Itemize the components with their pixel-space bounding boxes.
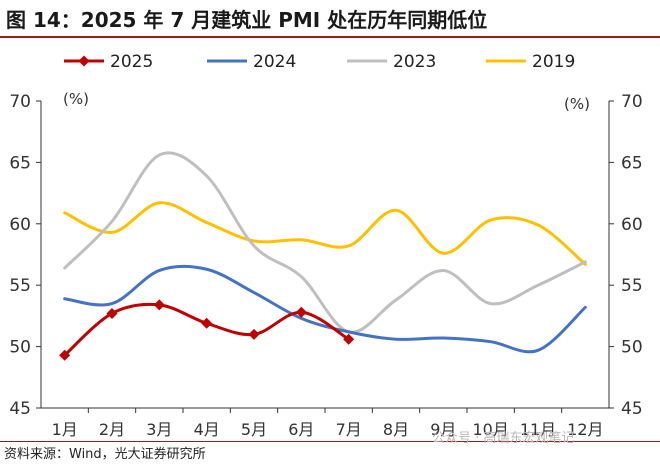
x-tick-label: 2月	[99, 420, 125, 439]
series-lines	[63, 151, 587, 357]
y-tick-label-right: 45	[621, 399, 643, 419]
data-point-2025	[153, 299, 165, 311]
x-tick-label: 4月	[194, 420, 220, 439]
title-divider	[0, 36, 660, 38]
data-point-2025	[295, 306, 307, 318]
data-point-2025	[248, 328, 260, 340]
source-note: 资料来源：Wind，光大证券研究所	[4, 447, 206, 462]
series-line-2024	[63, 264, 587, 354]
x-tick-label: 7月	[336, 420, 362, 439]
x-tick-label: 1月	[52, 420, 78, 439]
y-tick-label-right: 55	[621, 276, 643, 296]
y-tick-label-left: 60	[9, 215, 31, 235]
x-tick-label: 8月	[383, 420, 409, 439]
x-tick-label: 5月	[241, 420, 267, 439]
legend-label-2019: 2019	[532, 52, 575, 72]
y-tick-label-left: 55	[9, 276, 31, 296]
watermark: 公众号 · 高瑞东宏观笔记	[432, 431, 575, 446]
x-tick-label: 12月	[567, 420, 603, 439]
legend-label-2023: 2023	[393, 52, 436, 72]
y-tick-label-right: 50	[621, 338, 643, 358]
x-tick-label: 11月	[520, 420, 556, 439]
chart-title: 图 14：2025 年 7 月建筑业 PMI 处在历年同期低位	[6, 8, 488, 32]
data-point-2025	[106, 307, 118, 319]
legend-marker-2025	[78, 55, 90, 67]
y-axis-unit-right: (%)	[564, 95, 590, 113]
y-tick-label-right: 65	[621, 153, 643, 173]
axes: 45 45 50 50 55 55 60 60 65 65 70 70 (%) (%) 1月 2月 3月 4月 5月…	[9, 90, 642, 439]
y-tick-label-right: 60	[621, 215, 643, 235]
series-line-2019	[63, 201, 587, 266]
x-tick-label: 10月	[472, 420, 508, 439]
series-markers	[59, 299, 355, 361]
legend: 2025 2024 2023 2019	[64, 52, 575, 72]
legend-label-2025: 2025	[110, 52, 153, 72]
y-tick-label-left: 50	[9, 338, 31, 358]
series-line-2023	[63, 151, 587, 334]
data-point-2025	[201, 317, 213, 329]
x-tick-label: 9月	[430, 420, 456, 439]
footer-divider	[0, 441, 660, 442]
y-tick-label-left: 70	[9, 92, 31, 112]
y-tick-label-right: 70	[621, 92, 643, 112]
data-point-2025	[343, 333, 355, 345]
y-tick-label-left: 45	[9, 399, 31, 419]
x-tick-label: 3月	[146, 420, 172, 439]
x-tick-label: 6月	[288, 420, 314, 439]
data-point-2025	[59, 349, 71, 361]
legend-label-2024: 2024	[253, 52, 296, 72]
y-axis-unit-left: (%)	[63, 90, 89, 108]
y-tick-label-left: 65	[9, 153, 31, 173]
